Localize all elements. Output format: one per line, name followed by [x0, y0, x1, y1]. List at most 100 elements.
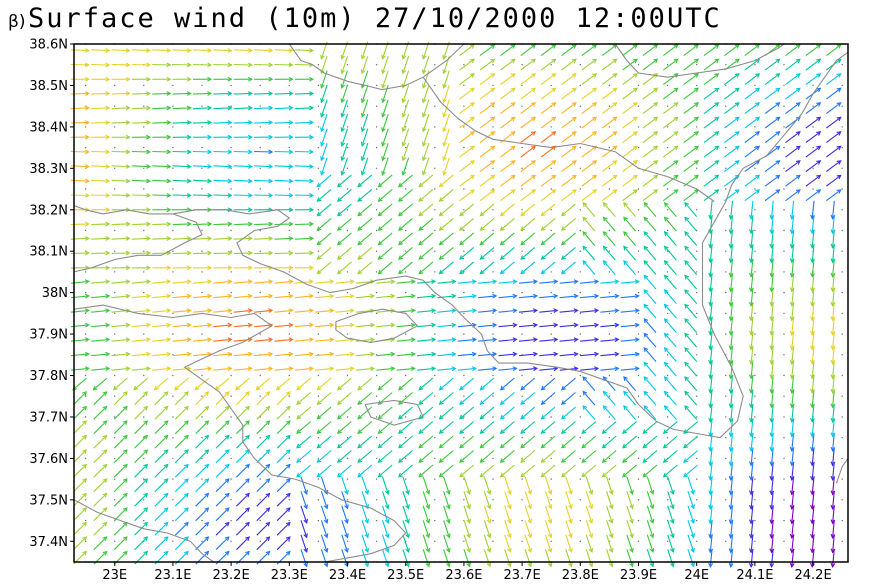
wind-arrow [830, 273, 836, 293]
grid-dot [259, 478, 261, 480]
wind-arrow [499, 421, 515, 434]
wind-arrow [236, 405, 250, 420]
grid-dot [696, 167, 698, 169]
wind-arrow [417, 351, 437, 357]
grid-dot [521, 312, 523, 315]
wind-arrow [113, 463, 128, 478]
grid-dot [754, 84, 756, 87]
wind-arrow [663, 332, 677, 348]
wind-arrow [418, 203, 434, 217]
grid-dot [637, 374, 640, 377]
wind-arrow [113, 449, 128, 464]
wind-arrow [398, 174, 413, 188]
grid-dot [230, 416, 232, 418]
wind-arrow [643, 216, 657, 232]
wind-arrow [789, 273, 795, 293]
wind-arrow [193, 337, 213, 343]
wind-arrow [254, 164, 274, 169]
coastline [73, 499, 215, 563]
wind-arrow [91, 337, 111, 343]
wind-arrow [789, 418, 795, 438]
wind-arrow [254, 279, 274, 285]
grid-dot [783, 374, 785, 377]
wind-arrow [172, 164, 192, 169]
wind-arrow [764, 131, 781, 144]
wind-arrow [646, 549, 655, 568]
wind-arrow [582, 260, 596, 275]
grid-dot [201, 457, 203, 460]
grid-dot [783, 478, 785, 480]
wind-arrow [667, 549, 675, 568]
grid-dot [172, 374, 174, 377]
grid-dot [725, 209, 727, 211]
wind-arrow [479, 189, 496, 202]
wind-arrow [683, 73, 700, 86]
wind-arrow [830, 432, 836, 452]
wind-arrow [748, 418, 754, 438]
wind-arrow [134, 449, 149, 464]
wind-arrow [355, 337, 376, 343]
wind-arrow [748, 519, 754, 539]
wind-arrow [498, 308, 518, 314]
wind-arrow [483, 549, 492, 568]
grid-dot [84, 333, 87, 335]
wind-arrow [294, 149, 315, 155]
grid-dot [143, 333, 145, 335]
wind-arrow [315, 279, 335, 285]
wind-arrow [623, 390, 637, 406]
wind-arrow [748, 258, 754, 278]
wind-arrow [830, 302, 836, 322]
wind-arrow [381, 99, 389, 118]
grid-dot [114, 416, 116, 418]
wind-arrow [667, 520, 675, 539]
grid-dot [143, 126, 145, 128]
grid-dot [725, 105, 727, 107]
wind-arrow [663, 260, 677, 275]
wind-arrow [643, 390, 657, 406]
wind-arrow [663, 390, 677, 406]
x-tick-label: 23.6E [445, 568, 482, 583]
wind-arrow [276, 405, 291, 420]
wind-arrow [377, 188, 393, 202]
grid-dot [492, 416, 494, 418]
wind-arrow [479, 174, 496, 187]
wind-arrow [620, 366, 640, 372]
grid-dot [230, 188, 232, 190]
wind-arrow [805, 145, 822, 158]
grid-dot [725, 416, 727, 418]
wind-arrow [438, 406, 454, 420]
grid-dot [608, 333, 611, 335]
grid-dot [550, 188, 552, 190]
grid-dot [463, 209, 465, 211]
wind-arrow [418, 450, 434, 463]
wind-arrow [769, 490, 775, 510]
wind-arrow [152, 149, 172, 155]
grid-dot [579, 63, 581, 66]
wind-arrow [174, 420, 189, 435]
wind-arrow [192, 193, 213, 198]
grid-dot [841, 167, 843, 169]
wind-arrow [663, 274, 677, 290]
wind-arrow [601, 116, 618, 129]
grid-dot [230, 229, 232, 232]
wind-arrow [825, 116, 842, 129]
wind-arrow [442, 85, 450, 104]
wind-arrow [376, 366, 396, 372]
wind-arrow [93, 434, 108, 449]
grid-dot [637, 63, 640, 66]
wind-arrow [789, 345, 795, 365]
wind-arrow [708, 287, 714, 307]
grid-dot [637, 437, 640, 439]
grid-dot [434, 457, 436, 460]
wind-arrow [585, 505, 594, 524]
grid-dot [230, 478, 232, 480]
wind-arrow [810, 519, 815, 539]
wind-arrow [254, 221, 274, 227]
wind-arrow [565, 520, 573, 539]
wind-arrow [256, 449, 271, 464]
wind-arrow [728, 374, 734, 394]
wind-arrow [540, 174, 557, 187]
wind-arrow [646, 491, 655, 510]
wind-arrow [459, 58, 475, 71]
wind-arrow [213, 91, 233, 96]
